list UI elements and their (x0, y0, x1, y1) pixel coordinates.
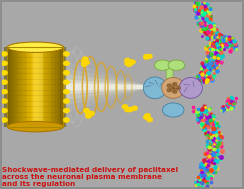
Circle shape (173, 83, 177, 86)
Circle shape (1, 99, 8, 104)
Circle shape (167, 88, 172, 92)
Ellipse shape (7, 121, 63, 132)
Circle shape (83, 108, 90, 113)
Circle shape (171, 86, 176, 90)
Ellipse shape (154, 60, 171, 70)
Polygon shape (63, 68, 146, 106)
Circle shape (122, 104, 128, 109)
Circle shape (124, 61, 131, 66)
Circle shape (144, 113, 151, 118)
Circle shape (1, 118, 8, 122)
Polygon shape (63, 60, 146, 113)
Circle shape (1, 70, 8, 75)
Circle shape (1, 89, 8, 94)
Circle shape (63, 99, 70, 104)
Circle shape (83, 60, 90, 65)
Ellipse shape (168, 60, 185, 70)
Ellipse shape (7, 42, 63, 52)
FancyBboxPatch shape (166, 68, 173, 79)
Circle shape (132, 106, 138, 111)
Circle shape (124, 58, 131, 63)
Polygon shape (63, 74, 146, 100)
Circle shape (146, 54, 152, 59)
Circle shape (176, 86, 180, 90)
Polygon shape (63, 79, 146, 94)
Circle shape (125, 61, 132, 66)
Circle shape (1, 80, 8, 85)
Ellipse shape (162, 77, 185, 98)
Circle shape (63, 61, 70, 66)
Polygon shape (63, 83, 146, 91)
Circle shape (143, 115, 150, 120)
Circle shape (126, 62, 132, 67)
Ellipse shape (179, 77, 203, 98)
Circle shape (63, 70, 70, 75)
Circle shape (126, 107, 132, 112)
Text: Shockwave-mediated delivery of paclitaxel
across the neuronal plasma membrane
an: Shockwave-mediated delivery of paclitaxe… (2, 167, 178, 187)
Circle shape (147, 117, 153, 122)
FancyBboxPatch shape (7, 47, 63, 127)
Circle shape (1, 51, 8, 56)
Ellipse shape (163, 103, 184, 117)
Circle shape (143, 55, 150, 60)
Circle shape (63, 80, 70, 85)
Circle shape (63, 51, 70, 56)
Circle shape (143, 54, 150, 59)
Circle shape (63, 89, 70, 94)
Circle shape (85, 110, 92, 115)
Circle shape (81, 62, 87, 67)
Circle shape (63, 108, 70, 113)
Circle shape (82, 57, 88, 61)
Circle shape (1, 108, 8, 113)
Circle shape (88, 111, 95, 116)
Circle shape (63, 118, 70, 122)
Circle shape (124, 107, 131, 112)
Circle shape (1, 61, 8, 66)
Circle shape (127, 107, 134, 112)
FancyBboxPatch shape (32, 49, 43, 125)
Circle shape (81, 59, 88, 64)
Circle shape (85, 114, 92, 119)
Circle shape (129, 60, 136, 64)
Circle shape (173, 90, 177, 93)
Circle shape (167, 84, 172, 87)
Ellipse shape (143, 77, 166, 99)
